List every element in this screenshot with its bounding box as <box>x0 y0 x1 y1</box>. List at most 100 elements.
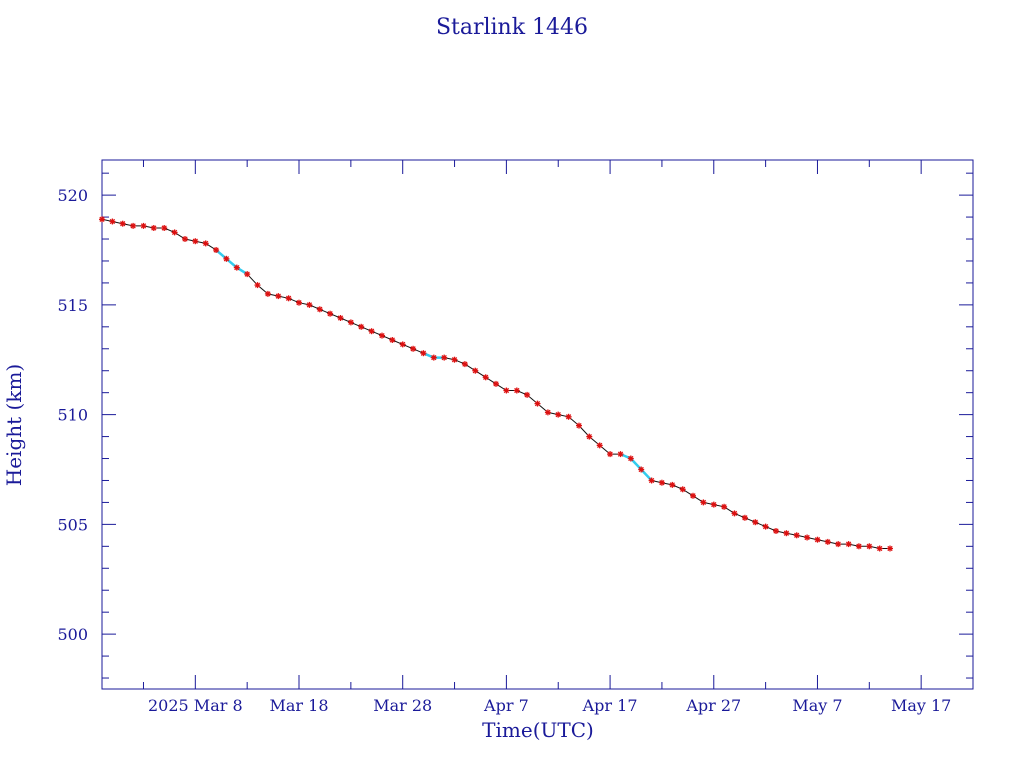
data-point <box>451 356 458 363</box>
data-point <box>679 486 686 493</box>
data-point <box>461 361 468 368</box>
y-tick-label: 520 <box>57 186 88 205</box>
data-point-stroke <box>400 341 406 348</box>
data-point <box>824 538 831 545</box>
data-point-stroke <box>431 354 437 361</box>
data-point <box>576 422 582 429</box>
data-point-stroke <box>109 218 116 225</box>
data-point <box>876 545 883 552</box>
data-point <box>192 238 199 245</box>
data-point-stroke <box>130 223 136 229</box>
data-point <box>140 222 147 229</box>
data-point <box>109 218 116 225</box>
data-point-stroke <box>389 337 395 343</box>
x-tick-label: Mar 28 <box>373 696 432 715</box>
axis-ticks <box>102 160 974 689</box>
data-point-stroke <box>348 319 354 326</box>
data-point-stroke <box>845 541 852 547</box>
data-point-stroke <box>306 302 313 308</box>
data-point-stroke <box>182 236 188 242</box>
data-point-stroke <box>99 216 105 222</box>
data-point <box>887 545 893 552</box>
x-tick-label: Apr 7 <box>483 696 529 715</box>
data-point <box>316 306 323 313</box>
data-point <box>296 299 302 306</box>
data-point-stroke <box>783 530 790 536</box>
data-point <box>182 236 188 242</box>
data-point <box>741 514 748 521</box>
data-point-stroke <box>711 501 717 508</box>
data-point <box>607 451 614 458</box>
data-point <box>223 255 230 262</box>
data-point-stroke <box>648 477 655 484</box>
data-point <box>793 532 800 539</box>
series-highlight <box>215 249 248 276</box>
x-axis-title: Time(UTC) <box>482 718 594 742</box>
data-point <box>555 411 562 418</box>
data-point-stroke <box>804 534 810 541</box>
data-point <box>368 328 375 335</box>
data-point-stroke <box>607 451 613 457</box>
data-point-stroke <box>690 493 696 499</box>
data-point-stroke <box>285 295 292 301</box>
data-point-stroke <box>503 387 510 394</box>
data-point-stroke <box>120 221 126 227</box>
data-point-stroke <box>151 225 157 231</box>
data-point <box>244 271 251 278</box>
data-point <box>472 367 479 374</box>
data-point-stroke <box>721 504 727 510</box>
data-point <box>845 541 852 548</box>
data-point <box>99 216 105 223</box>
data-point <box>379 332 385 339</box>
data-point-stroke <box>576 422 582 429</box>
data-point <box>773 528 779 534</box>
data-point-stroke <box>825 539 831 545</box>
data-point-stroke <box>565 414 572 420</box>
data-point-stroke <box>171 229 178 236</box>
data-point <box>513 387 520 394</box>
data-point-stroke <box>244 271 250 277</box>
data-point-stroke <box>866 543 872 549</box>
data-point-stroke <box>327 311 333 317</box>
data-point <box>804 534 811 541</box>
data-point-stroke <box>265 291 271 297</box>
data-point <box>700 499 707 506</box>
data-point-stroke <box>534 400 541 407</box>
data-point-stroke <box>742 515 748 521</box>
data-point-stroke <box>192 238 198 244</box>
data-point <box>586 433 593 440</box>
data-point-stroke <box>410 346 416 352</box>
data-point-stroke <box>731 510 738 517</box>
data-point <box>855 543 862 550</box>
data-point-stroke <box>451 357 458 363</box>
data-point-stroke <box>472 368 478 374</box>
y-tick-label: 510 <box>57 406 88 425</box>
data-point-stroke <box>234 264 240 271</box>
data-point <box>285 295 292 302</box>
data-point-stroke <box>379 332 385 339</box>
data-point <box>275 293 282 300</box>
data-point <box>441 354 448 361</box>
data-point-stroke <box>835 541 841 547</box>
data-point-stroke <box>337 315 344 321</box>
data-point-stroke <box>700 499 707 506</box>
x-tick-label: Mar 18 <box>270 696 329 715</box>
data-point-stroke <box>358 324 364 330</box>
y-tick-label: 505 <box>57 515 88 534</box>
data-point <box>410 345 417 352</box>
data-point <box>150 225 157 231</box>
data-point <box>658 479 665 486</box>
data-point-stroke <box>254 282 261 288</box>
data-series <box>99 216 893 552</box>
data-point-stroke <box>773 528 779 534</box>
data-point <box>866 543 873 550</box>
data-point-stroke <box>275 293 281 299</box>
data-point <box>731 510 738 517</box>
data-point <box>617 451 624 458</box>
data-point-stroke <box>213 247 219 253</box>
data-point-stroke <box>203 240 209 247</box>
data-point <box>503 387 510 394</box>
data-point-stroke <box>659 480 665 486</box>
data-point-stroke <box>555 411 561 418</box>
